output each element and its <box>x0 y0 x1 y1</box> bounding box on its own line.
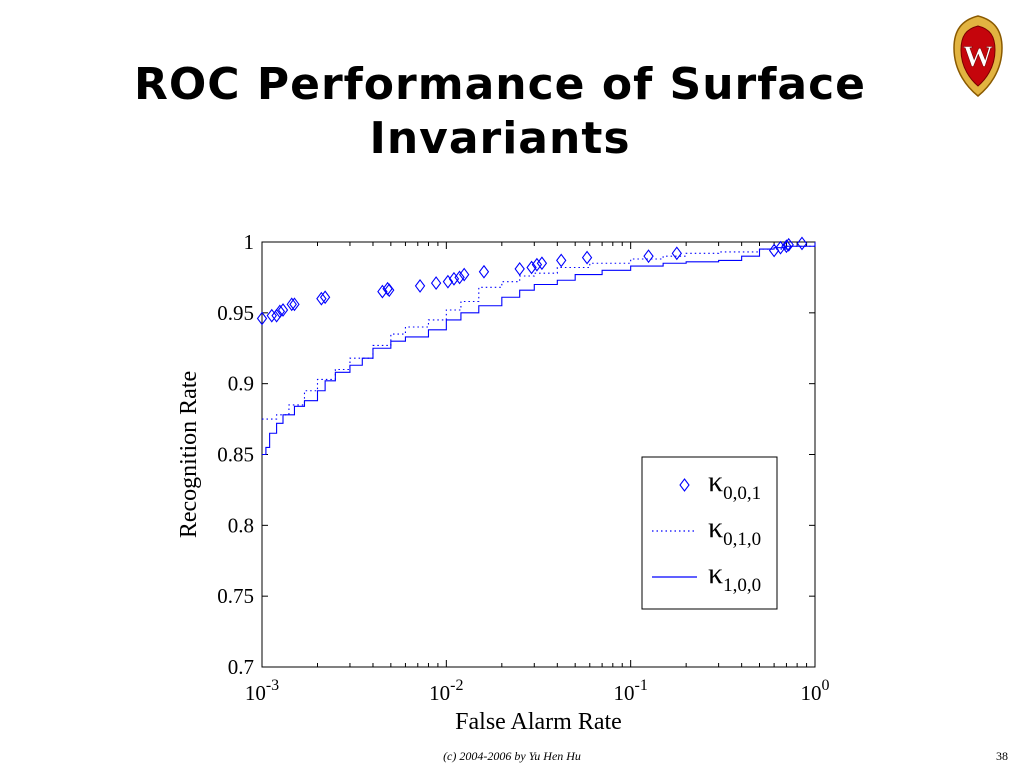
series-0-0-1-point <box>556 253 567 268</box>
page-number: 38 <box>996 749 1008 763</box>
series-0-0-1-point <box>289 297 300 312</box>
x-tick-label: 100 <box>801 677 830 705</box>
series-0-0-1-point <box>319 290 331 305</box>
series-0-0-1-point <box>643 249 654 264</box>
series-0-0-1-point <box>478 264 490 279</box>
series-0-0-1-point <box>514 262 525 276</box>
series-0-0-1-point <box>781 239 792 254</box>
series-0-0-1-point <box>531 257 543 272</box>
series-0-0-1-point <box>277 303 289 317</box>
series-0-1-0-line <box>262 242 816 420</box>
legend-label: κ0,1,0 <box>708 511 761 550</box>
y-tick-label: 0.9 <box>228 372 254 396</box>
x-tick-label: 10-3 <box>245 677 279 705</box>
series-0-0-1-point <box>536 256 548 271</box>
legend-box <box>641 456 778 610</box>
university-crest-logo: W <box>953 15 1003 97</box>
x-tick-label: 10-2 <box>429 677 463 705</box>
x-tick-label: 10-1 <box>614 677 648 705</box>
y-tick-label: 0.75 <box>217 584 254 608</box>
slide-title-line-1: ROC Performance of Surface <box>133 59 867 110</box>
series-0-0-1-point <box>271 308 282 323</box>
roc-chart: 0.7 0.75 0.8 0.85 0.9 0.95 1 10-3 10-2 10-1 100 Fal… <box>176 230 830 735</box>
series-0-0-1-point <box>256 311 268 326</box>
series-0-0-1-point <box>526 260 537 275</box>
plot-area: 0.7 0.75 0.8 0.85 0.9 0.95 1 10-3 10-2 10-1 100 Fal… <box>176 230 830 735</box>
series-0-0-1-point <box>454 270 465 285</box>
series-0-0-1-point <box>286 297 297 312</box>
series-0-0-1-point <box>384 283 395 298</box>
series-0-0-1-point <box>775 240 786 255</box>
y-tick-label: 0.85 <box>217 443 254 467</box>
slide-title: ROC Performance of Surface Invariants <box>80 58 920 166</box>
y-tick-label: 1 <box>244 230 255 254</box>
series-0-0-1-point <box>459 267 470 282</box>
y-axis-label: Recognition Rate <box>176 371 202 538</box>
slide-title-line-2: Invariants <box>369 113 631 164</box>
legend-marker-diamond <box>679 478 690 492</box>
legend-label: κ0,0,1 <box>708 465 761 504</box>
series-0-0-1-point <box>274 304 286 319</box>
series-0-0-1-point <box>581 250 593 265</box>
y-tick-label: 0.95 <box>217 301 254 325</box>
series-0-0-1-point <box>430 276 442 290</box>
series-0-0-1-point <box>414 279 426 293</box>
x-axis-label: False Alarm Rate <box>455 709 622 735</box>
legend-label: κ1,0,0 <box>708 557 761 596</box>
series-0-0-1-point <box>783 237 794 252</box>
y-tick-label: 0.7 <box>228 655 254 679</box>
series-0-0-1-point <box>796 236 808 251</box>
series-0-0-1-point <box>671 246 683 261</box>
series-1-0-0-line <box>262 243 816 456</box>
logo-letter: W <box>963 40 993 73</box>
series-0-0-1-point <box>442 274 454 289</box>
y-tick-label: 0.8 <box>228 513 254 537</box>
footer-copyright: (c) 2004-2006 by Yu Hen Hu <box>443 749 581 763</box>
series-0-0-1-point <box>448 271 460 286</box>
series-0-0-1-point <box>316 291 327 306</box>
series-0-0-1-point <box>266 308 277 323</box>
